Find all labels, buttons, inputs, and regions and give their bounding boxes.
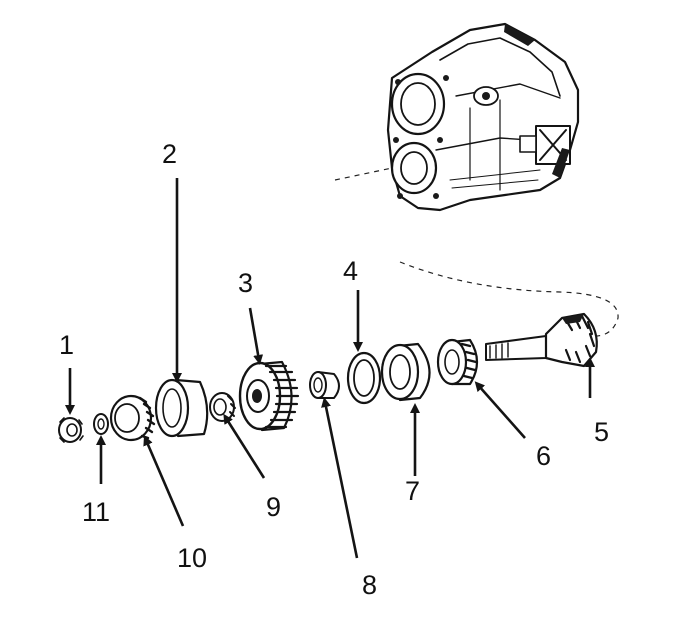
callout-1: 1 (59, 330, 74, 360)
callout-6: 6 (536, 441, 551, 471)
callout-11: 11 (82, 497, 110, 527)
callout-9: 9 (266, 492, 281, 522)
part-11-washer (93, 413, 109, 435)
part-1-nut (58, 417, 84, 443)
part-7-bearing-cup (380, 342, 431, 402)
callout-4: 4 (343, 256, 358, 286)
arrow-8 (321, 397, 359, 559)
part-2-bearing-cup (154, 378, 209, 438)
part-3-gear (238, 360, 300, 432)
part-4-shim (346, 351, 382, 405)
arrow-10 (143, 435, 185, 527)
callout-8: 8 (362, 570, 377, 600)
part-8-spacer (309, 371, 340, 399)
callout-3: 3 (238, 268, 253, 298)
arrow-6 (474, 381, 526, 439)
part-9-bearing (209, 392, 236, 422)
part-10-bearing (109, 394, 156, 442)
alignment-line-upper (334, 167, 393, 181)
arrow-9 (223, 413, 266, 479)
callout-7: 7 (405, 476, 420, 506)
leader-arrows (65, 178, 595, 559)
transmission-housing (386, 22, 580, 212)
arrow-3 (248, 307, 264, 365)
callout-10: 10 (177, 543, 207, 573)
part-5-pinion-shaft (485, 312, 598, 368)
part-6-bearing (436, 338, 479, 386)
callout-5: 5 (594, 417, 609, 447)
callout-2: 2 (162, 139, 177, 169)
